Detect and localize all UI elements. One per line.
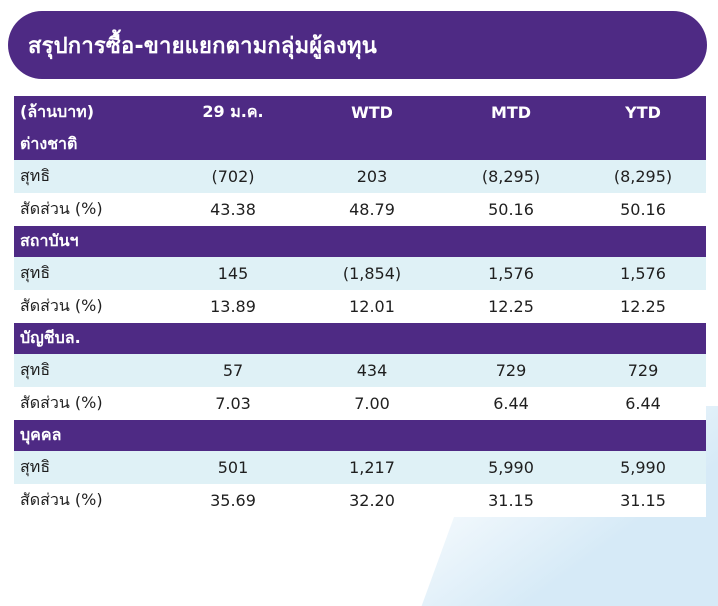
table-cell: 43.38 xyxy=(164,193,302,226)
table-cell: 12.01 xyxy=(302,290,442,323)
table-row: สุทธิ (702) 203 (8,295) (8,295) xyxy=(14,160,706,193)
table-cell: 729 xyxy=(442,354,580,387)
table-row: สุทธิ 501 1,217 5,990 5,990 xyxy=(14,451,706,484)
table-cell: 7.03 xyxy=(164,387,302,420)
title-banner: สรุปการซื้อ-ขายแยกตามกลุ่มผู้ลงทุน xyxy=(8,11,707,79)
table-cell: 1,576 xyxy=(580,257,706,290)
column-header: 29 ม.ค. xyxy=(164,96,302,129)
table-cell: 501 xyxy=(164,451,302,484)
table-cell: 6.44 xyxy=(442,387,580,420)
table-header-row: (ล้านบาท) 29 ม.ค. WTD MTD YTD xyxy=(14,96,706,129)
row-label: สัดส่วน (%) xyxy=(14,387,164,420)
table-cell: 145 xyxy=(164,257,302,290)
table-cell: 5,990 xyxy=(442,451,580,484)
table-cell: 35.69 xyxy=(164,484,302,517)
table-cell: 48.79 xyxy=(302,193,442,226)
table-cell: 50.16 xyxy=(442,193,580,226)
table-cell: 1,217 xyxy=(302,451,442,484)
row-label: สัดส่วน (%) xyxy=(14,484,164,517)
row-label: สุทธิ xyxy=(14,160,164,193)
column-header: MTD xyxy=(442,96,580,129)
table-row: สุทธิ 145 (1,854) 1,576 1,576 xyxy=(14,257,706,290)
table-cell: (1,854) xyxy=(302,257,442,290)
row-label: สุทธิ xyxy=(14,451,164,484)
group-row: สถาบันฯ xyxy=(14,226,706,257)
unit-header: (ล้านบาท) xyxy=(14,96,164,129)
group-row: บุคคล xyxy=(14,420,706,451)
row-label: สุทธิ xyxy=(14,257,164,290)
table-cell: 729 xyxy=(580,354,706,387)
row-label: สุทธิ xyxy=(14,354,164,387)
table-cell: 50.16 xyxy=(580,193,706,226)
row-label: สัดส่วน (%) xyxy=(14,193,164,226)
table-cell: 12.25 xyxy=(580,290,706,323)
page-title: สรุปการซื้อ-ขายแยกตามกลุ่มผู้ลงทุน xyxy=(28,33,377,59)
row-label: สัดส่วน (%) xyxy=(14,290,164,323)
table-cell: 5,990 xyxy=(580,451,706,484)
group-name: สถาบันฯ xyxy=(14,226,706,257)
column-header: WTD xyxy=(302,96,442,129)
table-row: สัดส่วน (%) 7.03 7.00 6.44 6.44 xyxy=(14,387,706,420)
table-cell: 13.89 xyxy=(164,290,302,323)
table-cell: 7.00 xyxy=(302,387,442,420)
group-name: ต่างชาติ xyxy=(14,129,706,160)
group-name: บัญชีบล. xyxy=(14,323,706,354)
table-cell: (8,295) xyxy=(580,160,706,193)
table-cell: 57 xyxy=(164,354,302,387)
table-cell: 32.20 xyxy=(302,484,442,517)
table-cell: 1,576 xyxy=(442,257,580,290)
table-cell: (702) xyxy=(164,160,302,193)
table-cell: 12.25 xyxy=(442,290,580,323)
table-cell: 6.44 xyxy=(580,387,706,420)
table-row: สัดส่วน (%) 35.69 32.20 31.15 31.15 xyxy=(14,484,706,517)
table-row: สัดส่วน (%) 43.38 48.79 50.16 50.16 xyxy=(14,193,706,226)
group-row: ต่างชาติ xyxy=(14,129,706,160)
column-header: YTD xyxy=(580,96,706,129)
table-row: สุทธิ 57 434 729 729 xyxy=(14,354,706,387)
group-row: บัญชีบล. xyxy=(14,323,706,354)
investor-summary-table: (ล้านบาท) 29 ม.ค. WTD MTD YTD ต่างชาติ ส… xyxy=(14,96,706,517)
table-cell: 31.15 xyxy=(580,484,706,517)
table-cell: (8,295) xyxy=(442,160,580,193)
table-cell: 434 xyxy=(302,354,442,387)
table-cell: 203 xyxy=(302,160,442,193)
group-name: บุคคล xyxy=(14,420,706,451)
table-cell: 31.15 xyxy=(442,484,580,517)
table-row: สัดส่วน (%) 13.89 12.01 12.25 12.25 xyxy=(14,290,706,323)
